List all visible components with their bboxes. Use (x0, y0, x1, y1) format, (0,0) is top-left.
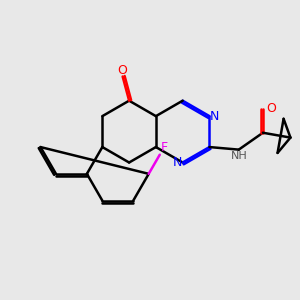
Text: O: O (266, 102, 276, 115)
Text: N: N (210, 110, 219, 123)
Text: N: N (173, 156, 182, 169)
Text: O: O (118, 64, 128, 76)
Text: F: F (160, 141, 167, 154)
Text: NH: NH (230, 151, 247, 161)
